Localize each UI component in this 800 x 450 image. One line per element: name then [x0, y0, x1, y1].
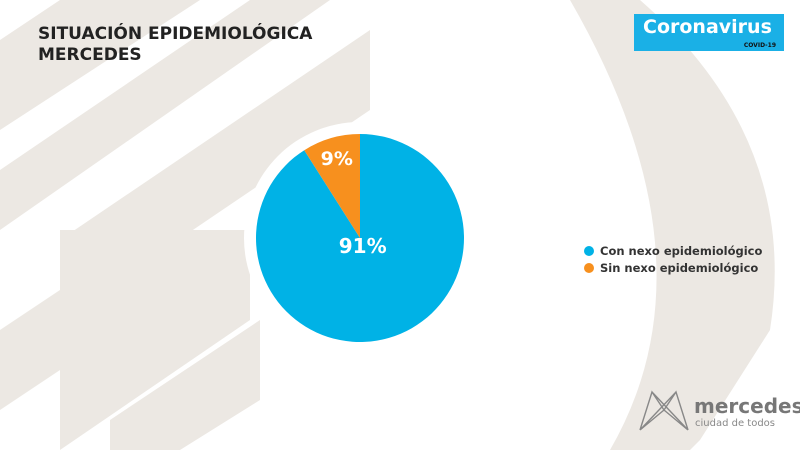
title-line-1: SITUACIÓN EPIDEMIOLÓGICA	[38, 24, 313, 44]
legend-label: Con nexo epidemiológico	[600, 243, 763, 258]
badge-main: Coronavirus	[643, 16, 772, 38]
pie-slice-sin	[304, 134, 360, 238]
legend-swatch	[584, 262, 594, 273]
page-title: SITUACIÓN EPIDEMIOLÓGICA MERCEDES	[38, 24, 312, 66]
mercedes-logo: mercedes ciudad de todos	[638, 388, 800, 436]
slice-label-con: 91%	[339, 234, 387, 258]
badge-sub: COVID-19	[743, 42, 776, 49]
legend-swatch	[584, 245, 594, 256]
mercedes-logo-icon	[639, 390, 689, 431]
logo-word: mercedes	[694, 394, 800, 418]
slice-label-sin: 9%	[321, 148, 353, 170]
legend: Con nexo epidemiológico Sin nexo epidemi…	[584, 242, 762, 276]
pie-slice-con	[256, 134, 465, 342]
logo-tagline: ciudad de todos	[695, 418, 776, 429]
legend-label: Sin nexo epidemiológico	[600, 260, 759, 275]
coronavirus-badge: Coronavirus COVID-19	[634, 14, 784, 51]
title-line-2: MERCEDES	[38, 45, 142, 65]
legend-item-con: Con nexo epidemiológico	[584, 242, 762, 259]
legend-item-sin: Sin nexo epidemiológico	[584, 259, 762, 276]
